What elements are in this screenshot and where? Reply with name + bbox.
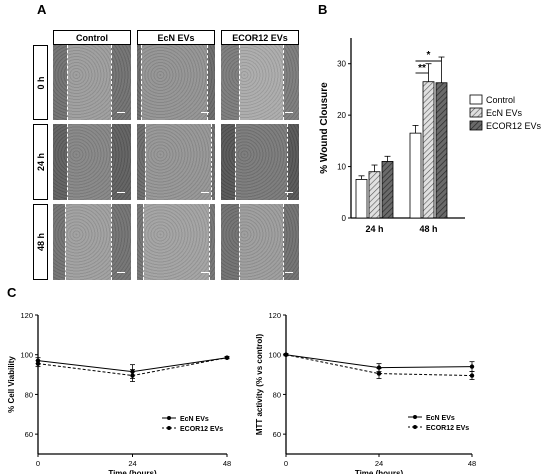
x-tick-label: 24 <box>128 459 136 468</box>
column-header-ecor12-evs: ECOR12 EVs <box>221 30 299 45</box>
micrograph-24h-control <box>53 124 131 200</box>
legend-marker <box>413 425 417 429</box>
micrograph-0h-ecn-evs <box>137 45 215 120</box>
data-point <box>469 364 475 369</box>
legend-marker <box>413 415 417 419</box>
column-header-ecn-evs: EcN EVs <box>137 30 215 45</box>
row-label-0h: 0 h <box>35 75 46 90</box>
legend-marker <box>167 416 171 420</box>
legend-label: EcN EVs <box>180 416 209 423</box>
row-header-24h: 24 h <box>33 124 48 200</box>
micrograph-48h-ecn-evs <box>137 204 215 280</box>
micrograph-0h-ecor12-evs <box>221 45 299 120</box>
legend-label: Control <box>486 95 515 105</box>
legend-marker <box>167 426 171 430</box>
legend-swatch <box>469 120 483 131</box>
y-tick-label: 120 <box>268 311 281 320</box>
data-point <box>469 373 475 378</box>
legend-label: ECOR12 EVs <box>180 426 223 433</box>
data-point <box>283 352 289 357</box>
significance-label: * <box>427 50 431 61</box>
panel-c-label: C <box>7 285 17 300</box>
data-point <box>35 361 41 366</box>
legend-swatch <box>469 107 483 118</box>
panel-b-label: B <box>318 2 328 17</box>
y-tick-label: 80 <box>25 390 33 399</box>
series-line <box>285 354 473 369</box>
x-tick-label: 48 h <box>419 224 437 234</box>
y-tick-label: 80 <box>273 390 281 399</box>
data-point <box>35 358 41 363</box>
y-axis-label: % Wound Clousure <box>319 82 330 174</box>
row-header-48h: 48 h <box>33 204 48 280</box>
legend-label: ECOR12 EVs <box>426 425 469 432</box>
data-point <box>130 373 135 378</box>
y-tick-label: 100 <box>20 351 33 360</box>
legend-swatch <box>469 94 483 105</box>
bar <box>355 179 368 219</box>
bar <box>381 161 394 219</box>
y-axis-label: MTT activity (% vs control) <box>255 333 264 435</box>
x-tick-label: 24 <box>375 459 383 468</box>
micrograph-0h-control <box>53 45 131 120</box>
data-point <box>224 355 230 360</box>
x-tick-label: 24 h <box>365 224 383 234</box>
data-point <box>376 371 382 376</box>
micrograph-24h-ecor12-evs <box>221 124 299 200</box>
significance-label: ** <box>418 63 426 74</box>
series-line <box>37 357 228 377</box>
bar <box>422 81 435 219</box>
data-point <box>376 365 382 370</box>
y-axis-label: % Cell Viability <box>7 356 16 413</box>
y-tick-label: 120 <box>20 311 33 320</box>
series-line <box>285 354 473 377</box>
y-tick-label: 10 <box>337 163 346 172</box>
x-axis-label: Time (hours) <box>108 469 157 474</box>
micrograph-24h-ecn-evs <box>137 124 215 200</box>
series-line <box>37 357 228 373</box>
row-label-24h: 24 h <box>35 152 46 172</box>
column-header-control: Control <box>53 30 131 45</box>
y-tick-label: 60 <box>25 430 33 439</box>
bar <box>435 82 448 219</box>
y-tick-label: 100 <box>268 351 281 360</box>
micrograph-48h-ecor12-evs <box>221 204 299 280</box>
row-header-0h: 0 h <box>33 45 48 120</box>
data-point <box>224 355 230 360</box>
x-tick-label: 0 <box>36 459 40 468</box>
bar <box>368 171 381 219</box>
x-tick-label: 48 <box>223 459 231 468</box>
row-label-48h: 48 h <box>35 232 46 252</box>
micrograph-48h-control <box>53 204 131 280</box>
x-tick-label: 0 <box>284 459 288 468</box>
x-axis-label: Time (hours) <box>355 469 404 474</box>
data-point <box>130 369 135 374</box>
y-tick-label: 60 <box>273 430 281 439</box>
panel-a-label: A <box>37 2 47 17</box>
y-tick-label: 20 <box>337 111 346 120</box>
x-tick-label: 48 <box>468 459 476 468</box>
legend-label: ECOR12 EVs <box>486 121 542 131</box>
legend-label: EcN EVs <box>426 415 455 422</box>
y-tick-label: 30 <box>337 60 346 69</box>
y-tick-label: 0 <box>342 214 347 223</box>
bar <box>409 132 422 219</box>
legend-label: EcN EVs <box>486 108 523 118</box>
data-point <box>283 352 289 357</box>
